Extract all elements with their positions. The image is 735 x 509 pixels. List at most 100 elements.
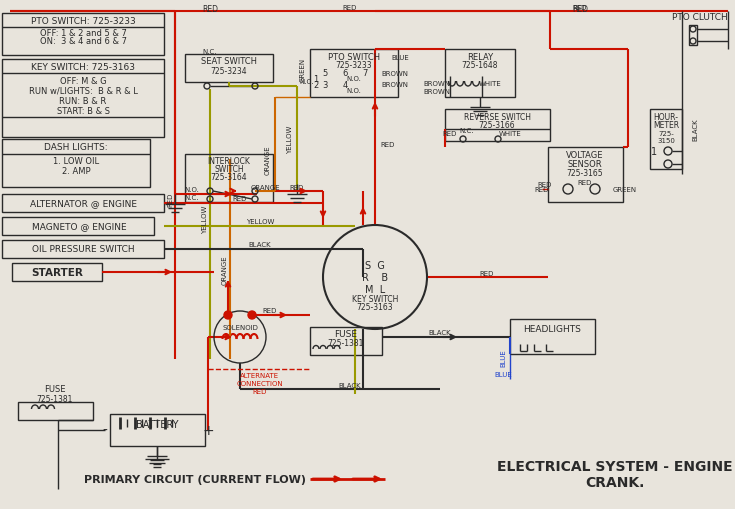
Text: BLACK: BLACK — [429, 329, 451, 335]
Bar — [445, 110, 550, 142]
Text: RED: RED — [442, 131, 457, 137]
Text: N.O.: N.O. — [184, 187, 199, 192]
Text: STARTER: STARTER — [31, 267, 83, 277]
Bar — [310, 327, 382, 355]
Text: 725-3165: 725-3165 — [567, 169, 603, 178]
Text: MAGNETO @ ENGINE: MAGNETO @ ENGINE — [32, 222, 126, 231]
Text: 3150: 3150 — [657, 138, 675, 144]
Text: RED: RED — [202, 5, 218, 13]
Text: BROWN: BROWN — [423, 89, 451, 95]
Text: PTO CLUTCH: PTO CLUTCH — [672, 13, 728, 22]
Text: RED: RED — [380, 142, 395, 148]
Text: 2. AMP: 2. AMP — [62, 167, 90, 176]
Text: OFF: 1 & 2 and 5 & 7: OFF: 1 & 2 and 5 & 7 — [40, 29, 126, 38]
Text: PTO SWITCH: PTO SWITCH — [328, 52, 380, 62]
Text: RED: RED — [535, 187, 549, 192]
Text: ORANGE: ORANGE — [222, 254, 228, 284]
Text: 7: 7 — [362, 68, 368, 77]
Text: 725-3163: 725-3163 — [356, 303, 393, 312]
Text: START: B & S: START: B & S — [57, 106, 110, 115]
Text: S  G: S G — [365, 261, 385, 270]
Text: RED: RED — [263, 307, 277, 314]
Text: BROWN: BROWN — [381, 82, 409, 88]
Text: FUSE: FUSE — [334, 330, 357, 339]
Text: N.C.: N.C. — [460, 128, 474, 134]
Text: YELLOW: YELLOW — [202, 206, 208, 234]
Text: ALTERNATOR @ ENGINE: ALTERNATOR @ ENGINE — [29, 199, 137, 208]
Text: REVERSE SWITCH: REVERSE SWITCH — [464, 112, 531, 121]
Text: DASH LIGHTS:: DASH LIGHTS: — [44, 143, 108, 152]
Text: WHITE: WHITE — [498, 131, 521, 137]
Text: KEY SWITCH: KEY SWITCH — [352, 295, 398, 304]
Text: YELLOW: YELLOW — [245, 218, 274, 224]
Text: HOUR-: HOUR- — [653, 114, 678, 122]
Text: FUSE: FUSE — [44, 385, 65, 394]
Text: N.C.: N.C. — [300, 79, 315, 85]
Bar — [2, 60, 164, 138]
Text: N.C.: N.C. — [184, 194, 199, 201]
Text: RED: RED — [572, 5, 588, 13]
Text: RED: RED — [343, 5, 357, 11]
Text: +: + — [202, 423, 214, 437]
Text: BROWN: BROWN — [423, 81, 451, 87]
Text: RED: RED — [290, 185, 304, 191]
Text: OIL PRESSURE SWITCH: OIL PRESSURE SWITCH — [32, 245, 135, 254]
Bar — [185, 55, 273, 83]
Text: 725-3164: 725-3164 — [211, 173, 247, 182]
Bar — [310, 50, 398, 98]
Text: CONNECTION: CONNECTION — [237, 380, 283, 386]
Text: 725-1381: 725-1381 — [328, 339, 364, 348]
Text: 2: 2 — [313, 80, 319, 89]
Text: RELAY: RELAY — [467, 52, 493, 62]
Text: BLACK: BLACK — [692, 119, 698, 141]
Text: R    B: R B — [362, 272, 388, 282]
Text: 1: 1 — [313, 74, 319, 83]
Bar — [185, 155, 273, 203]
Text: M  L: M L — [365, 285, 385, 294]
Text: METER: METER — [653, 121, 679, 130]
Text: RED: RED — [167, 192, 173, 207]
Bar — [689, 26, 697, 46]
Text: 5: 5 — [323, 68, 328, 77]
Text: RED: RED — [573, 5, 587, 11]
Text: 725-1648: 725-1648 — [462, 61, 498, 69]
Text: ON:  3 & 4 and 6 & 7: ON: 3 & 4 and 6 & 7 — [40, 37, 126, 45]
Bar — [2, 14, 164, 56]
Text: SWITCH: SWITCH — [214, 165, 244, 174]
Text: PTO SWITCH: 725-3233: PTO SWITCH: 725-3233 — [31, 16, 135, 25]
Bar — [510, 319, 595, 354]
Text: 4: 4 — [343, 80, 348, 89]
Text: N.O.: N.O. — [347, 76, 362, 82]
Bar — [110, 414, 205, 446]
Text: VOLTAGE: VOLTAGE — [566, 151, 603, 160]
Text: RUN w/LIGHTS:  B & R & L: RUN w/LIGHTS: B & R & L — [29, 87, 137, 95]
Text: 6: 6 — [343, 68, 348, 77]
Text: 725-: 725- — [658, 131, 674, 137]
Text: 3: 3 — [323, 80, 328, 89]
Text: RED: RED — [480, 270, 494, 276]
Text: BLACK: BLACK — [339, 382, 362, 388]
Text: RED: RED — [538, 182, 552, 188]
Text: RED: RED — [578, 180, 592, 186]
Text: 725-1381: 725-1381 — [37, 394, 74, 404]
Bar — [650, 110, 682, 169]
Bar — [548, 148, 623, 203]
Text: BROWN: BROWN — [381, 71, 409, 77]
Text: ALTERNATE: ALTERNATE — [240, 372, 279, 378]
Bar — [2, 140, 150, 188]
Circle shape — [248, 312, 256, 319]
Text: PRIMARY CIRCUIT (CURRENT FLOW): PRIMARY CIRCUIT (CURRENT FLOW) — [84, 474, 306, 484]
Text: 1: 1 — [651, 147, 657, 157]
Text: SENSOR: SENSOR — [567, 160, 602, 169]
Text: -: - — [103, 423, 107, 437]
Text: GREEN: GREEN — [613, 187, 637, 192]
Text: SOLENOID: SOLENOID — [222, 324, 258, 330]
Text: WHITE: WHITE — [478, 81, 501, 87]
Text: BLACK: BLACK — [248, 242, 271, 247]
Text: 725-3234: 725-3234 — [211, 66, 247, 75]
Text: RED: RED — [233, 195, 247, 202]
Bar — [12, 264, 102, 281]
Text: 1. LOW OIL: 1. LOW OIL — [53, 157, 99, 166]
Text: ORANGE: ORANGE — [265, 145, 271, 175]
Text: YELLOW: YELLOW — [287, 126, 293, 154]
